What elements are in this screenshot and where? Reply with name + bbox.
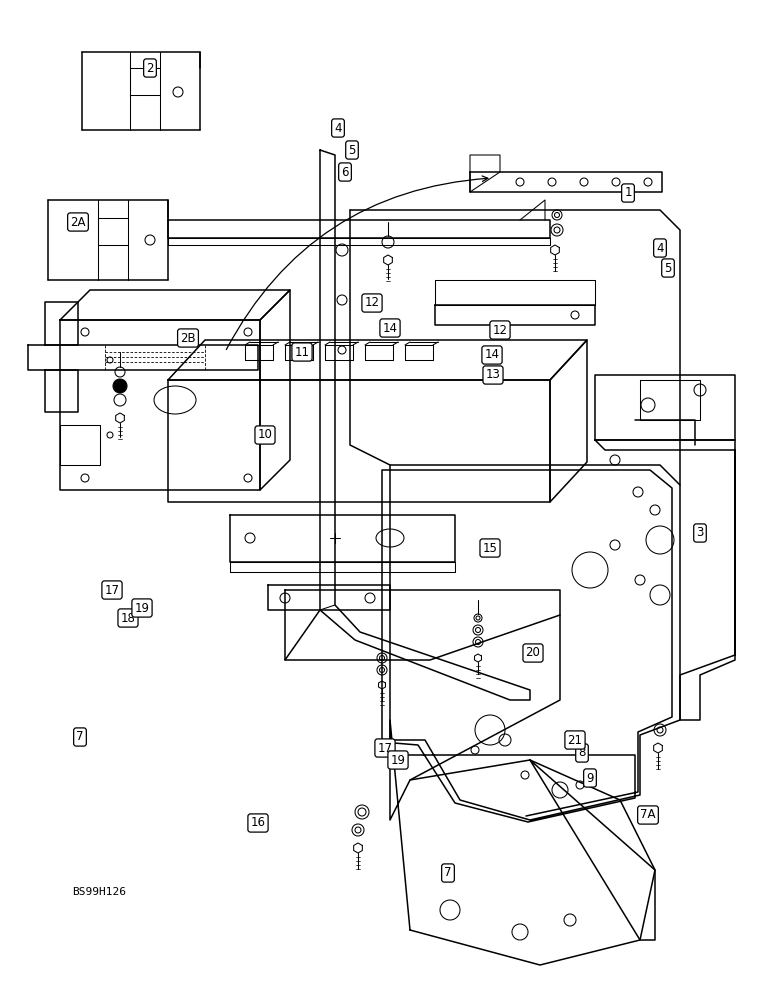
Text: 12: 12: [493, 324, 507, 336]
Text: 4: 4: [656, 241, 664, 254]
Circle shape: [113, 379, 127, 393]
Text: 17: 17: [104, 584, 120, 596]
Text: 2: 2: [146, 62, 154, 75]
Text: 15: 15: [482, 542, 497, 554]
Text: 7A: 7A: [640, 808, 655, 822]
Text: 18: 18: [120, 611, 135, 624]
Text: 9: 9: [586, 772, 594, 784]
Text: 13: 13: [486, 368, 500, 381]
Text: 5: 5: [665, 261, 672, 274]
Text: 17: 17: [378, 742, 392, 754]
Text: 14: 14: [485, 349, 499, 361]
Text: 7: 7: [444, 866, 452, 880]
Text: 11: 11: [294, 346, 310, 359]
Text: 10: 10: [258, 428, 273, 442]
Text: 5: 5: [348, 143, 356, 156]
Text: 2B: 2B: [180, 332, 196, 344]
Text: 19: 19: [134, 601, 150, 614]
Text: 8: 8: [578, 746, 586, 760]
Text: 1: 1: [625, 186, 631, 200]
Text: 7: 7: [76, 730, 83, 744]
Text: BS99H126: BS99H126: [72, 887, 126, 897]
Text: 6: 6: [341, 165, 349, 178]
Text: 19: 19: [391, 754, 405, 766]
Text: 4: 4: [334, 121, 342, 134]
Text: 3: 3: [696, 526, 704, 540]
Text: 2A: 2A: [70, 216, 86, 229]
Text: 14: 14: [382, 322, 398, 334]
Text: 21: 21: [567, 734, 583, 746]
Text: 16: 16: [250, 816, 266, 830]
Text: 12: 12: [364, 296, 380, 310]
Text: 20: 20: [526, 647, 540, 660]
